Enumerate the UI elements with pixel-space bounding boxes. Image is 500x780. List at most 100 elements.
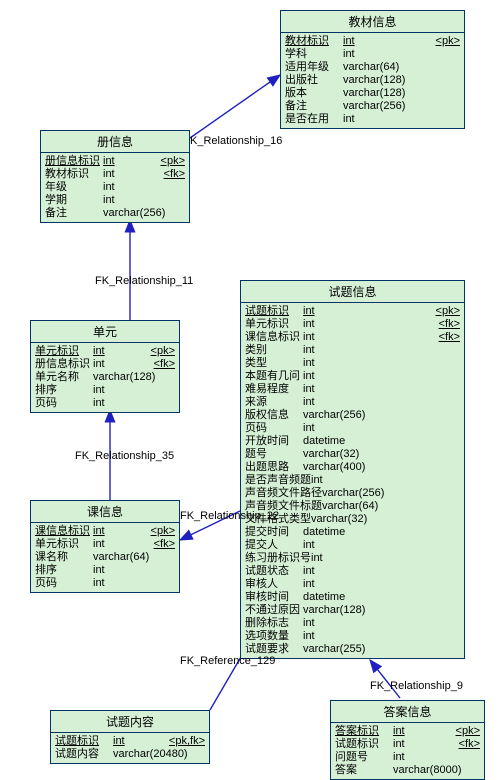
table-row: 选项数量int xyxy=(245,630,460,643)
table-row: 适用年级varchar(64) xyxy=(285,61,460,74)
col-type: varchar(64) xyxy=(93,551,149,564)
table-row: 试题标识int<fk> xyxy=(335,738,480,751)
col-type: int xyxy=(103,168,155,181)
col-name: 提交人 xyxy=(245,539,303,552)
col-name: 试题状态 xyxy=(245,565,303,578)
col-name: 册信息标识 xyxy=(45,155,103,168)
col-name: 出版社 xyxy=(285,74,343,87)
entity-title: 试题内容 xyxy=(51,711,209,733)
col-name: 备注 xyxy=(285,100,343,113)
entity-title: 教材信息 xyxy=(281,11,464,33)
col-type: int xyxy=(303,305,430,318)
col-name: 课信息标识 xyxy=(35,525,93,538)
table-row: 教材标识int<pk> xyxy=(285,35,460,48)
col-name: 答案 xyxy=(335,764,393,777)
table-row: 类别int xyxy=(245,344,460,357)
col-key xyxy=(145,384,175,397)
col-key xyxy=(430,461,460,474)
col-name: 试题标识 xyxy=(335,738,393,751)
col-name: 本题有几问 xyxy=(245,370,303,383)
col-type: varchar(400) xyxy=(303,461,430,474)
col-name: 学期 xyxy=(45,194,103,207)
col-type: varchar(255) xyxy=(303,643,430,656)
col-name: 学科 xyxy=(285,48,343,61)
col-type: int xyxy=(311,474,430,487)
table-row: 单元名称varchar(128) xyxy=(35,371,175,384)
col-name: 单元标识 xyxy=(35,538,93,551)
table-row: 排序int xyxy=(35,384,175,397)
table-row: 试题内容varchar(20480) xyxy=(55,748,205,761)
col-key xyxy=(430,448,460,461)
col-type: int xyxy=(303,370,430,383)
col-type: int xyxy=(103,181,155,194)
table-row: 出版社varchar(128) xyxy=(285,74,460,87)
table-row: 页码int xyxy=(35,577,175,590)
col-name: 年级 xyxy=(45,181,103,194)
table-row: 教材标识int<fk> xyxy=(45,168,185,181)
entity-textbook: 教材信息教材标识int<pk>学科 int 适用年级varchar(64)出版社va… xyxy=(280,10,465,129)
table-row: 课名称varchar(64) xyxy=(35,551,175,564)
col-key xyxy=(430,113,460,126)
col-key xyxy=(450,751,480,764)
col-name: 选项数量 xyxy=(245,630,303,643)
col-name: 课信息标识 xyxy=(245,331,303,344)
col-name: 备注 xyxy=(45,207,103,220)
relation-label: FK_Reference_129 xyxy=(180,655,275,667)
entity-body: 教材标识int<pk>学科 int 适用年级varchar(64)出版社varcha… xyxy=(281,33,464,128)
col-type: varchar(256) xyxy=(303,409,430,422)
relation-arrow xyxy=(370,660,400,698)
col-type: int xyxy=(311,552,430,565)
col-name: 审核人 xyxy=(245,578,303,591)
table-row: 试题要求varchar(255) xyxy=(245,643,460,656)
col-name: 版本 xyxy=(285,87,343,100)
col-type: int xyxy=(393,738,450,751)
col-key xyxy=(430,74,460,87)
col-name: 试题标识 xyxy=(55,735,113,748)
col-name: 审核时间 xyxy=(245,591,303,604)
col-key xyxy=(430,435,460,448)
col-type: int xyxy=(113,735,169,748)
col-type: int xyxy=(93,397,145,410)
col-key xyxy=(430,87,460,100)
table-row: 册信息标识int<fk> xyxy=(35,358,175,371)
entity-body: 课信息标识int<pk>单元标识int<fk>课名称varchar(64)排序i… xyxy=(31,523,179,592)
col-type: varchar(256) xyxy=(103,207,165,220)
col-key xyxy=(430,422,460,435)
col-name: 练习册标识号 xyxy=(245,552,311,565)
col-key xyxy=(430,61,460,74)
col-type: int xyxy=(303,422,430,435)
col-key: <fk> xyxy=(155,168,185,181)
col-key xyxy=(155,181,185,194)
relation-label: FK_Relationship_35 xyxy=(75,450,174,462)
entity-body: 试题标识int<pk>单元标识int<fk>课信息标识int<fk>类别int类… xyxy=(241,303,464,658)
col-name: 声音频文件路径 xyxy=(245,487,322,500)
col-name: 题号 xyxy=(245,448,303,461)
col-type: int xyxy=(343,113,430,126)
col-type: varchar(256) xyxy=(343,100,430,113)
entity-lesson: 课信息课信息标识int<pk>单元标识int<fk>课名称varchar(64)… xyxy=(30,500,180,593)
relation-label: FK_Relationship_9 xyxy=(370,680,463,692)
table-row: 是否声音频题int xyxy=(245,474,460,487)
col-key xyxy=(145,577,175,590)
col-name: 试题标识 xyxy=(245,305,303,318)
col-type: varchar(128) xyxy=(303,604,430,617)
col-type: int xyxy=(93,358,145,371)
col-type: datetime xyxy=(303,591,430,604)
col-name: 来源 xyxy=(245,396,303,409)
col-key xyxy=(430,487,460,500)
table-row: 审核人int xyxy=(245,578,460,591)
col-key xyxy=(430,396,460,409)
col-name: 单元标识 xyxy=(35,345,93,358)
col-name: 页码 xyxy=(35,397,93,410)
entity-body: 答案标识int<pk>试题标识int<fk>问题号int答案varchar(80… xyxy=(331,723,484,779)
col-type: int xyxy=(93,525,145,538)
col-name: 适用年级 xyxy=(285,61,343,74)
col-name: 页码 xyxy=(35,577,93,590)
entity-content: 试题内容试题标识int<pk,fk>试题内容varchar(20480) xyxy=(50,710,210,764)
col-type: int xyxy=(93,577,145,590)
col-type: varchar(256) xyxy=(322,487,430,500)
col-type: int xyxy=(303,565,430,578)
entity-answer: 答案信息答案标识int<pk>试题标识int<fk>问题号int答案varcha… xyxy=(330,700,485,780)
col-type: varchar(32) xyxy=(311,513,430,526)
col-key xyxy=(430,526,460,539)
